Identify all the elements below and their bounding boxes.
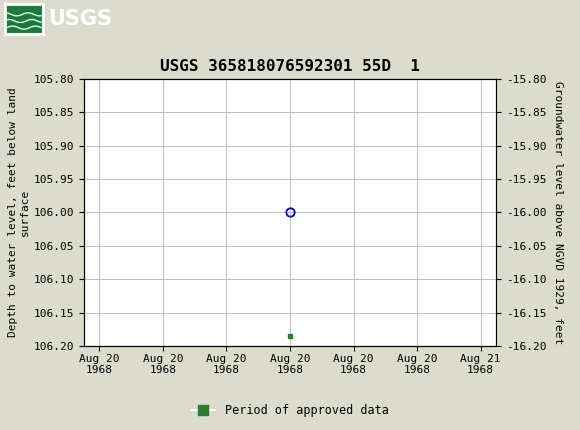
Bar [5,3,43,34]
Y-axis label: Groundwater level above NGVD 1929, feet: Groundwater level above NGVD 1929, feet [553,81,563,344]
Text: USGS 365818076592301 55D  1: USGS 365818076592301 55D 1 [160,59,420,74]
Text: USGS: USGS [48,9,112,29]
Legend: Period of approved data: Period of approved data [187,399,393,422]
Y-axis label: Depth to water level, feet below land
surface: Depth to water level, feet below land su… [8,88,30,337]
